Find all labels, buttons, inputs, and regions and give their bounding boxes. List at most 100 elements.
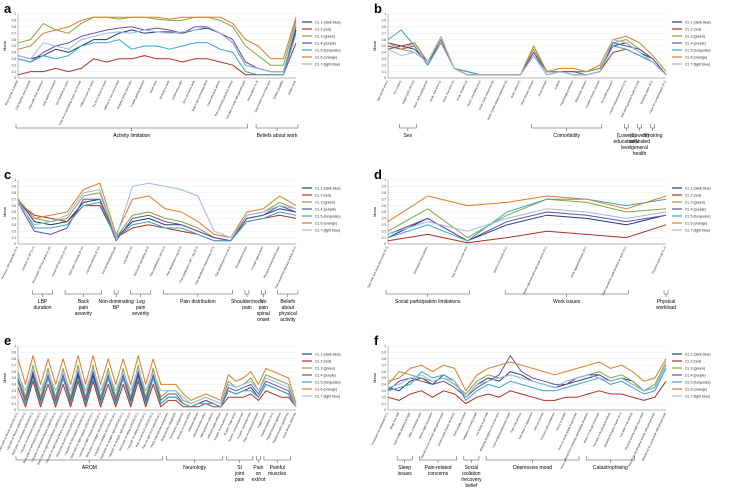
y-axis-label: Mean [372, 41, 377, 51]
x-tick-label: Previous LBP episodes (0-3) [0, 246, 19, 280]
x-tick-label: Usual LBP last year (0-10) [50, 246, 67, 277]
legend-label: CL 6 (orange) [315, 55, 337, 59]
y-tick-label: 0.5 [12, 376, 17, 380]
series-line-cl-3 [17, 16, 297, 66]
y-tick-label: 0.3 [382, 223, 387, 227]
y-tick-label: 0.4 [382, 51, 387, 55]
y-tick-label: 0.9 [382, 351, 387, 355]
legend-label: CL 3 (green) [685, 366, 705, 370]
x-tick-label: Work: Student (3) [455, 80, 468, 102]
x-tick-label: Heart disease [537, 79, 548, 97]
series-line-cl-5 [387, 198, 667, 242]
legend-label: CL 4 (purple) [315, 41, 336, 45]
legend-label: CL 6 (orange) [685, 221, 707, 225]
panel-letter: a [4, 1, 12, 16]
x-tick-label: Sex (males) [392, 80, 402, 95]
y-tick-label: 0 [14, 408, 16, 412]
panel-c: c Mean 0 0.1 0.2 0.3 0.4 0.5 0.6 0.7 0.8 0.9 1 Previo… [0, 167, 340, 323]
group-bracket [637, 124, 642, 129]
series-line-cl-6 [17, 182, 297, 239]
group-label: educational [613, 139, 639, 145]
group-label: Physical [657, 299, 676, 305]
legend-label: CL 6 (orange) [315, 221, 337, 225]
group-label: (Lowest) [617, 133, 637, 139]
group-label: Pain distribution [180, 299, 216, 305]
group-label: Comorbidity [553, 133, 580, 139]
legend-label: CL 5 (turquoise) [315, 380, 341, 384]
y-tick-label: 0.5 [12, 44, 17, 48]
legend-label: CL 7 (light blue) [685, 228, 710, 232]
group-label: Painful [270, 465, 285, 471]
x-tick-label: Work: Part-time (2) [442, 80, 456, 103]
y-tick-label: 0.2 [12, 229, 17, 233]
group-label: pain [235, 477, 245, 483]
y-tick-label: 0.6 [382, 204, 387, 208]
group-label: (Lowest) [630, 133, 650, 139]
legend-label: CL 3 (green) [315, 34, 335, 38]
x-tick-label: Felt lost interest [533, 412, 545, 432]
x-tick-label: Back pain intensity (0-10) [67, 246, 84, 276]
group-bracket [385, 290, 470, 295]
group-label: Catastrophising [593, 465, 628, 471]
y-tick-label: 0.2 [382, 229, 387, 233]
y-axis-label: Mean [2, 373, 7, 383]
y-tick-label: 1 [384, 344, 386, 348]
y-tick-label: 0 [384, 408, 386, 412]
legend-label: CL 5 (turquoise) [315, 48, 341, 52]
group-label: severity [132, 311, 150, 317]
y-tick-label: 0.4 [12, 383, 17, 387]
panel-letter: f [374, 333, 379, 348]
group-label: Shoulder/neck [231, 299, 263, 305]
group-bracket [261, 290, 266, 295]
group-label: general [631, 145, 648, 151]
y-axis-label: Mean [2, 41, 7, 51]
group-bracket [162, 290, 233, 295]
y-tick-label: 0.8 [12, 357, 17, 361]
group-label: pain [242, 305, 252, 311]
legend-label: CL 3 (green) [685, 200, 705, 204]
series-line-cl-7 [387, 208, 667, 235]
group-bracket [15, 124, 248, 129]
group-label: Social participation limitations [395, 299, 461, 305]
group-label: AROM [82, 465, 97, 471]
y-tick-label: 0.9 [382, 185, 387, 189]
panel-f: f Mean 0 0.1 0.2 0.3 0.4 0.5 0.6 0.7 0.8 0.9 1 Treatm… [370, 333, 710, 489]
legend-label: CL 1 (dark blue) [315, 186, 341, 190]
y-tick-label: 0.3 [382, 389, 387, 393]
series-line-cl-7 [17, 23, 297, 73]
group-label: joint [234, 471, 245, 477]
panel-letter: c [4, 167, 11, 182]
series-line-cl-5 [17, 377, 297, 408]
x-tick-label: Sleep less well [389, 411, 401, 430]
legend-label: CL 2 (red) [685, 193, 701, 197]
legend-label: CL 3 (green) [315, 200, 335, 204]
x-tick-label: No health insurance [600, 79, 614, 104]
legend-label: CL 2 (red) [315, 193, 331, 197]
legend-label: CL 3 (green) [685, 34, 705, 38]
group-label: activity [280, 317, 296, 323]
x-tick-label: No pain spinal onset [250, 246, 264, 271]
legend-label: CL 2 (red) [685, 359, 701, 363]
y-tick-label: 0.4 [12, 217, 17, 221]
legend-label: CL 7 (light blue) [685, 394, 710, 398]
y-tick-label: 0.9 [12, 351, 17, 355]
series-line-cl-7 [17, 182, 297, 239]
y-tick-label: 0.8 [382, 357, 387, 361]
group-label: Back [78, 299, 90, 305]
y-tick-label: 0 [384, 76, 386, 80]
group-bracket [64, 290, 103, 295]
y-tick-label: 0.8 [382, 191, 387, 195]
x-tick-label: Treatment not essential (0-1) [370, 412, 389, 446]
x-tick-label: Work: Full-time (1) [429, 80, 442, 103]
x-tick-label: Sit down to work [158, 79, 171, 100]
series-line-cl-6 [387, 358, 667, 392]
x-tick-label: Bed position to sit [246, 80, 259, 102]
panel-d: d Mean 0 0.1 0.2 0.3 0.4 0.5 0.6 0.7 0.8 0.9 1 Days w… [366, 167, 711, 311]
legend-label: CL 2 (red) [685, 27, 701, 31]
legend-label: CL 7 (light blue) [685, 62, 710, 66]
group-label: Work issues [553, 299, 581, 305]
series-line-cl-4 [17, 371, 297, 408]
group-label: Pain [253, 465, 263, 471]
legend-label: CL 5 (turquoise) [685, 380, 711, 384]
